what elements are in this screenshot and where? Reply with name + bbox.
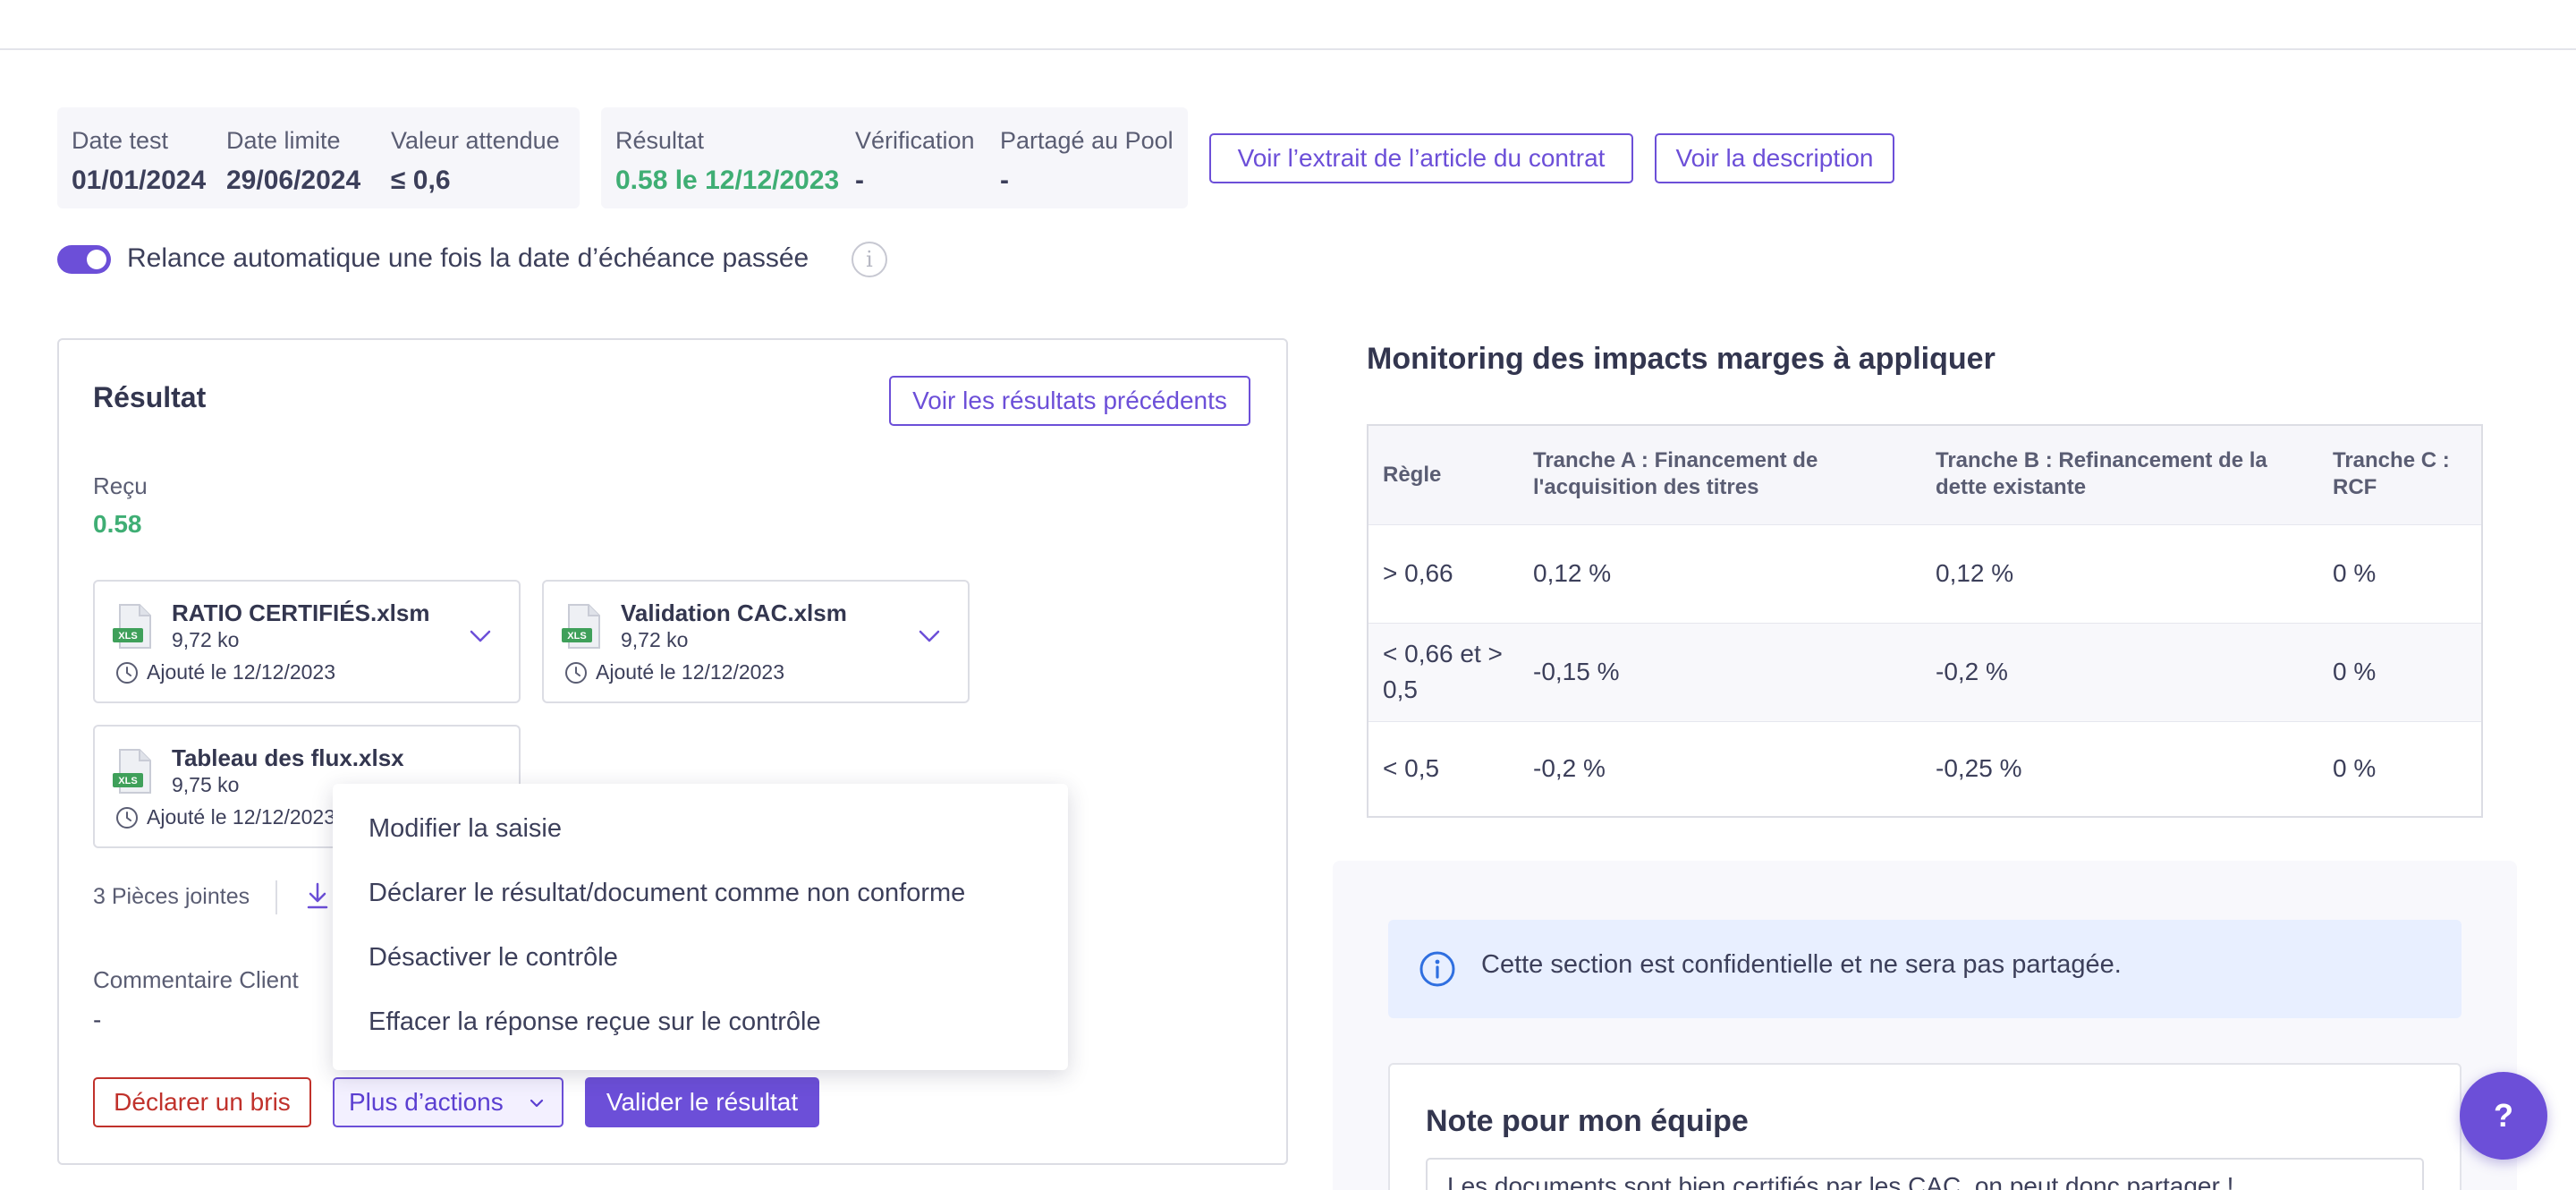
clock-icon [116, 662, 138, 684]
svg-text:XLS: XLS [118, 776, 137, 786]
verification-info: Vérification - [855, 127, 975, 196]
toggle-knob [87, 250, 106, 269]
xls-file-icon: XLS [113, 604, 151, 649]
file-size: 9,75 ko [172, 773, 240, 796]
monitoring-table: Règle Tranche A : Financement de l'acqui… [1367, 424, 2483, 818]
dates-info-group: Date test 01/01/2024 Date limite 29/06/2… [57, 107, 580, 208]
table-cell: 0,12 % [1936, 559, 2014, 587]
more-actions-button[interactable]: Plus d’actions [333, 1077, 564, 1127]
verification-value: - [855, 166, 864, 195]
clock-icon [116, 807, 138, 829]
valeur-attendue-label: Valeur attendue [391, 127, 560, 154]
file-date: Ajouté le 12/12/2023 [147, 805, 336, 829]
view-contract-extract-button[interactable]: Voir l’extrait de l’article du contrat [1209, 133, 1633, 183]
info-icon[interactable]: i [852, 242, 887, 277]
file-size: 9,72 ko [172, 628, 240, 651]
column-header: Tranche C : RCF [2333, 448, 2450, 499]
date-limite: Date limite 29/06/2024 [226, 127, 360, 196]
file-name: Validation CAC.xlsm [621, 599, 847, 626]
file-card[interactable]: XLS RATIO CERTIFIÉS.xlsm 9,72 ko Ajouté … [93, 580, 521, 703]
more-actions-dropdown: Modifier la saisie Déclarer le résultat/… [333, 784, 1068, 1070]
table-cell: -0,2 % [1936, 658, 2008, 685]
date-test-label: Date test [72, 127, 169, 154]
column-header: Tranche A : Financement de l'acquisition… [1533, 448, 1818, 499]
comment-value: - [93, 1006, 102, 1033]
chevron-down-icon[interactable] [918, 628, 941, 644]
attachments-count: 3 Pièces jointes [93, 884, 250, 909]
table-cell: 0 % [2333, 658, 2377, 685]
table-cell: 0 % [2333, 559, 2377, 587]
table-cell: 0 % [2333, 754, 2377, 782]
table-cell: < 0,66 et > 0,5 [1383, 640, 1503, 703]
recu-value: 0.58 [93, 510, 142, 538]
comment-label: Commentaire Client [93, 966, 299, 993]
table-cell: 0,12 % [1533, 559, 1612, 587]
team-note-text: Les documents sont bien certifiés par le… [1447, 1172, 2234, 1190]
chevron-down-icon[interactable] [469, 628, 492, 644]
table-cell: > 0,66 [1383, 559, 1453, 587]
resultat-info: Résultat 0.58 le 12/12/2023 [615, 127, 839, 196]
xls-file-icon: XLS [113, 749, 151, 794]
confidential-banner [1388, 920, 2462, 1018]
table-header: Règle Tranche A : Financement de l'acqui… [1368, 426, 2481, 524]
download-icon[interactable] [304, 880, 331, 911]
menu-item-edit[interactable]: Modifier la saisie [369, 814, 562, 843]
chevron-down-icon [530, 1099, 544, 1108]
table-cell: -0,2 % [1533, 754, 1606, 782]
monitoring-title: Monitoring des impacts marges à applique… [1367, 342, 1996, 376]
resultat-value: 0.58 le 12/12/2023 [615, 166, 840, 195]
date-test-value: 01/01/2024 [72, 166, 207, 195]
result-card-title: Résultat [93, 381, 207, 413]
file-name: Tableau des flux.xlsx [172, 744, 404, 771]
file-size: 9,72 ko [621, 628, 689, 651]
date-limite-value: 29/06/2024 [226, 166, 361, 195]
table-row: > 0,66 0,12 % 0,12 % 0 % [1368, 524, 2481, 623]
partage-label: Partagé au Pool [1000, 127, 1174, 154]
top-divider [0, 48, 2576, 50]
info-icon [1419, 951, 1455, 987]
result-info-group: Résultat 0.58 le 12/12/2023 Vérification… [601, 107, 1188, 208]
team-note-input[interactable]: Les documents sont bien certifiés par le… [1426, 1158, 2424, 1190]
previous-results-button[interactable]: Voir les résultats précédents [889, 376, 1250, 426]
confidential-text: Cette section est confidentielle et ne s… [1481, 950, 2122, 979]
relance-label: Relance automatique une fois la date d’é… [127, 243, 809, 273]
help-button[interactable]: ? [2460, 1072, 2547, 1160]
clock-icon [565, 662, 587, 684]
xls-file-icon: XLS [562, 604, 600, 649]
partage-value: - [1000, 166, 1009, 195]
divider [275, 880, 277, 914]
more-actions-label: Plus d’actions [349, 1088, 504, 1116]
column-header: Tranche B : Refinancement de la dette ex… [1936, 448, 2267, 499]
table-cell: < 0,5 [1383, 754, 1440, 782]
table-row: < 0,66 et > 0,5 -0,15 % -0,2 % 0 % [1368, 623, 2481, 721]
table-cell: -0,15 % [1533, 658, 1620, 685]
valeur-attendue-value: ≤ 0,6 [391, 166, 451, 195]
table-row: < 0,5 -0,2 % -0,25 % 0 % [1368, 721, 2481, 816]
declare-breach-button[interactable]: Déclarer un bris [93, 1077, 311, 1127]
menu-item-clear-response[interactable]: Effacer la réponse reçue sur le contrôle [369, 1007, 821, 1036]
file-card[interactable]: XLS Validation CAC.xlsm 9,72 ko Ajouté l… [542, 580, 970, 703]
svg-text:XLS: XLS [118, 631, 137, 642]
column-header: Règle [1383, 463, 1442, 487]
date-test: Date test 01/01/2024 [72, 127, 206, 196]
verification-label: Vérification [855, 127, 975, 154]
relance-toggle[interactable] [57, 245, 111, 274]
file-name: RATIO CERTIFIÉS.xlsm [172, 599, 430, 626]
resultat-label: Résultat [615, 127, 705, 154]
menu-item-non-compliant[interactable]: Déclarer le résultat/document comme non … [369, 879, 966, 907]
menu-item-disable-control[interactable]: Désactiver le contrôle [369, 943, 618, 972]
svg-text:XLS: XLS [567, 631, 586, 642]
team-note-title: Note pour mon équipe [1426, 1104, 1749, 1138]
file-date: Ajouté le 12/12/2023 [147, 660, 336, 684]
recu-label: Reçu [93, 472, 148, 499]
valeur-attendue: Valeur attendue ≤ 0,6 [391, 127, 560, 196]
partage-info: Partagé au Pool - [1000, 127, 1174, 196]
validate-result-button[interactable]: Valider le résultat [585, 1077, 819, 1127]
file-date: Ajouté le 12/12/2023 [596, 660, 785, 684]
view-description-button[interactable]: Voir la description [1655, 133, 1894, 183]
table-cell: -0,25 % [1936, 754, 2022, 782]
date-limite-label: Date limite [226, 127, 341, 154]
